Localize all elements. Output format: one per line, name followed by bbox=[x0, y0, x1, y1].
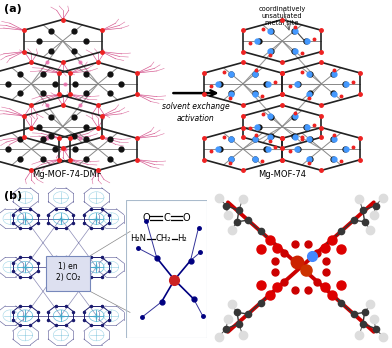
Text: H₂N: H₂N bbox=[130, 234, 146, 243]
Text: (b): (b) bbox=[4, 191, 22, 201]
Text: (c): (c) bbox=[219, 191, 236, 201]
Text: O: O bbox=[183, 213, 190, 223]
Text: solvent exchange: solvent exchange bbox=[162, 102, 230, 111]
Text: Mg-MOF-74-DMF: Mg-MOF-74-DMF bbox=[32, 170, 102, 179]
Text: 1) en
2) CO₂: 1) en 2) CO₂ bbox=[56, 262, 80, 282]
FancyBboxPatch shape bbox=[46, 256, 90, 291]
Text: activation: activation bbox=[177, 113, 215, 122]
Text: O: O bbox=[143, 213, 150, 223]
Text: C: C bbox=[163, 213, 170, 223]
Text: CH₂: CH₂ bbox=[156, 234, 171, 243]
Text: Mg-MOF-74: Mg-MOF-74 bbox=[258, 170, 306, 179]
Text: coordinatively
unsaturated
metal site: coordinatively unsaturated metal site bbox=[259, 6, 307, 44]
Text: (a): (a) bbox=[4, 4, 22, 14]
Text: H₂: H₂ bbox=[177, 234, 187, 243]
